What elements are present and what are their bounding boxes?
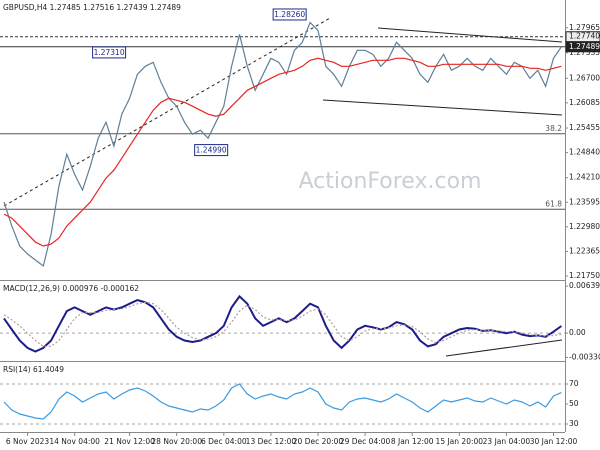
series-line bbox=[3, 294, 562, 353]
y-tick-label: 1.27965 bbox=[569, 23, 600, 32]
y-tick-label: 0.00 bbox=[569, 328, 586, 337]
y-tick-label: 1.24840 bbox=[569, 148, 600, 157]
x-tick-label: 20 Dec 20:00 bbox=[293, 437, 344, 446]
annotation-box bbox=[92, 46, 127, 59]
series-line bbox=[3, 57, 562, 247]
annotation-box bbox=[194, 144, 229, 157]
series-line bbox=[3, 21, 562, 268]
y-tick-label: 1.27335 bbox=[569, 48, 600, 57]
annotation-label: 1.27310 bbox=[94, 48, 125, 57]
series-line bbox=[3, 301, 562, 347]
y-tick-label: 50 bbox=[569, 399, 579, 408]
fib-label: 61.8 bbox=[545, 199, 562, 208]
panel-title: RSI(14) 61.4049 bbox=[3, 365, 64, 374]
x-tick-label: 6 Nov 2023 bbox=[6, 437, 49, 446]
y-tick-label: 70 bbox=[569, 379, 579, 388]
fib-label: 38.2 bbox=[545, 124, 562, 133]
y-tick-label: -0.003301 bbox=[569, 352, 600, 361]
price-box-label: 1.27740 bbox=[569, 32, 600, 41]
panel-title: MACD(12,26,9) 0.000976 -0.000162 bbox=[3, 284, 139, 293]
annotation-label: 1.24990 bbox=[196, 146, 227, 155]
price-box bbox=[565, 41, 600, 53]
x-tick-label: 13 Dec 12:00 bbox=[246, 437, 297, 446]
annotation-label: 1.28260 bbox=[274, 10, 305, 19]
macd-trend-line bbox=[445, 339, 563, 357]
y-tick-label: 1.26700 bbox=[569, 73, 600, 82]
y-tick-label: 1.23595 bbox=[569, 197, 600, 206]
y-tick-label: 1.21750 bbox=[569, 271, 600, 280]
x-tick-label: 8 Jan 12:00 bbox=[391, 437, 434, 446]
x-tick-label: 21 Nov 12:00 bbox=[104, 437, 155, 446]
price-box-label: 1.27489 bbox=[569, 42, 600, 51]
y-tick-label: 0.006391 bbox=[569, 281, 600, 290]
series-line bbox=[3, 383, 562, 420]
y-tick-label: 1.25455 bbox=[569, 123, 600, 132]
channel-line bbox=[377, 27, 563, 43]
annotation-box bbox=[272, 8, 307, 21]
x-tick-label: 29 Dec 04:00 bbox=[340, 437, 391, 446]
x-tick-label: 28 Nov 20:00 bbox=[151, 437, 202, 446]
x-tick-label: 14 Nov 04:00 bbox=[49, 437, 100, 446]
x-tick-label: 6 Dec 04:00 bbox=[201, 437, 247, 446]
watermark: ActionForex.com bbox=[299, 169, 482, 194]
panel-title: GBPUSD,H4 1.27485 1.27516 1.27439 1.2748… bbox=[3, 3, 181, 12]
x-tick-label: 23 Jan 04:00 bbox=[483, 437, 531, 446]
x-tick-label: 30 Jan 12:00 bbox=[530, 437, 578, 446]
y-tick-label: 1.24210 bbox=[569, 173, 600, 182]
trend-line bbox=[3, 17, 331, 207]
y-tick-label: 1.22365 bbox=[569, 246, 600, 255]
y-tick-label: 1.26085 bbox=[569, 98, 600, 107]
y-tick-label: 30 bbox=[569, 419, 579, 428]
channel-line bbox=[322, 99, 563, 116]
x-tick-label: 15 Jan 20:00 bbox=[436, 437, 484, 446]
y-tick-label: 1.22980 bbox=[569, 222, 600, 231]
